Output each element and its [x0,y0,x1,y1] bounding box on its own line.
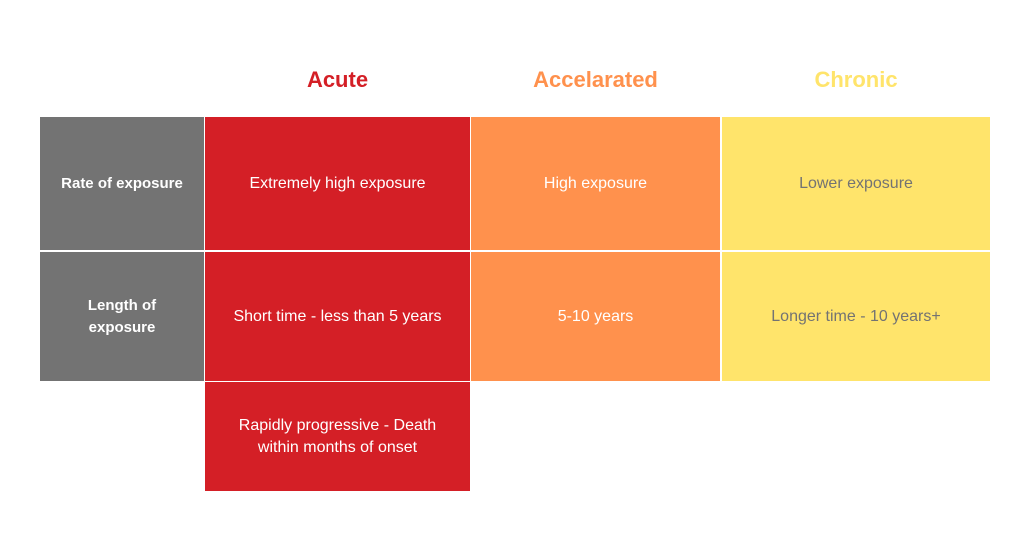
cell-rate-chronic: Lower exposure [722,117,990,250]
row-label-length-of-exposure: Length of exposure [40,252,204,381]
cell-length-chronic: Longer time - 10 years+ [722,252,990,381]
cell-rate-acute: Extremely high exposure [205,117,470,250]
cell-length-acute: Short time - less than 5 years [205,252,470,381]
cell-length-accelerated: 5-10 years [471,252,720,381]
cell-outcome-acute: Rapidly progressive - Death within month… [205,382,470,491]
column-header-accelerated: Accelarated [533,67,658,92]
column-header-chronic: Chronic [814,67,898,92]
cell-rate-accelerated: High exposure [471,117,720,250]
row-label-rate-of-exposure: Rate of exposure [40,117,204,250]
column-header-acute: Acute [306,67,369,92]
